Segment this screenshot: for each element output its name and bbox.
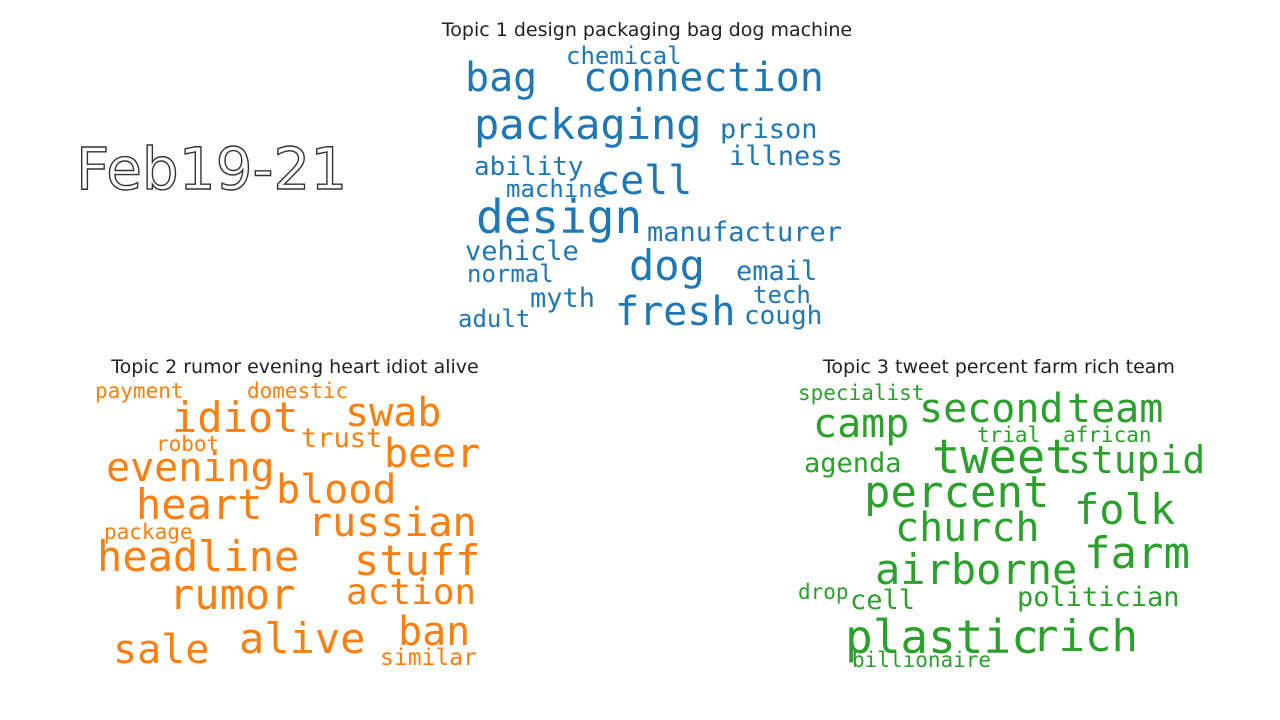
topic-3-word: african: [1063, 423, 1152, 447]
topic-3-word: team: [1067, 386, 1164, 432]
topic-2-word: ban: [398, 609, 471, 655]
topic-3-title: Topic 3 tweet percent farm rich team: [823, 356, 1175, 378]
topic-3-word: farm: [1084, 528, 1190, 579]
topic-2-word: beer: [384, 431, 481, 477]
topic-3-word: politician: [1017, 582, 1180, 613]
topic-3-word: plastic: [845, 610, 1039, 664]
topic-1-word: normal: [467, 260, 554, 288]
topic-2-word: sale: [113, 627, 210, 673]
topic-2-word: trust: [301, 423, 383, 454]
topic-1-word: myth: [530, 283, 596, 314]
topic-2-word: package: [104, 520, 193, 544]
topic-2-word: headline: [97, 532, 300, 581]
topic-2-word: idiot: [172, 393, 299, 442]
topic-1-word: dog: [629, 241, 705, 290]
topic-3-word: agenda: [804, 448, 902, 479]
topic-3-word: airborne: [875, 545, 1078, 594]
topic-3-word: stupid: [1068, 438, 1206, 482]
topic-3-word: drop: [798, 580, 849, 604]
topic-1-word: email: [736, 256, 818, 287]
topic-1-word: ability: [474, 152, 584, 182]
topic-1-word: design: [476, 190, 643, 244]
topic-1-word: packaging: [474, 100, 702, 149]
topic-1-title: Topic 1 design packaging bag dog machine: [441, 19, 853, 41]
topic-3-word: billionaire: [852, 648, 992, 672]
topic-1-word: machine: [506, 175, 608, 203]
topic-1-word: fresh: [615, 289, 736, 335]
topic-2-word: evening: [106, 445, 275, 491]
topic-3-word: second: [919, 386, 1064, 432]
topic-1-word: bag: [465, 55, 538, 101]
topic-1-word: cell: [596, 158, 693, 204]
topic-2-word: blood: [276, 467, 397, 513]
topic-2-title: Topic 2 rumor evening heart idiot alive: [111, 356, 479, 378]
topic-3-word: camp: [813, 401, 910, 447]
topic-1-word: chemical: [566, 42, 682, 70]
topic-3-word: trial: [977, 423, 1041, 447]
period-label: Feb19-21: [75, 135, 348, 203]
topic-1-word: vehicle: [465, 236, 579, 267]
topic-2-word: rumor: [169, 570, 296, 619]
topic-2-word: swab: [345, 390, 442, 436]
topic-3-word: percent: [864, 467, 1050, 518]
topic-1-word: adult: [458, 305, 531, 333]
topic-1-word: cough: [744, 301, 823, 331]
topic-1-word: illness: [729, 141, 843, 172]
topic-1-word: manufacturer: [647, 217, 843, 248]
topic-2-word: russian: [308, 500, 477, 546]
topic-1-word: tech: [753, 281, 811, 309]
topic-3-word: folk: [1074, 485, 1176, 534]
topic-3-word: specialist: [798, 381, 925, 405]
topic-1-word: prison: [720, 114, 818, 145]
topic-3-word: tweet: [932, 430, 1074, 485]
topic-2-word: similar: [380, 645, 477, 671]
topic-3-word: cell: [850, 585, 916, 616]
topic-1-word: connection: [583, 55, 824, 101]
topic-2-word: robot: [156, 432, 220, 456]
topic-2-word: payment: [95, 379, 184, 403]
topic-2-word: alive: [239, 614, 366, 663]
topic-2-word: action: [346, 572, 477, 613]
topic-2-word: stuff: [354, 536, 481, 585]
topic-3-word: rich: [1032, 611, 1138, 662]
topic-2-word: heart: [136, 480, 263, 529]
topic-3-word: church: [895, 505, 1040, 551]
topic-2-word: domestic: [247, 379, 349, 403]
